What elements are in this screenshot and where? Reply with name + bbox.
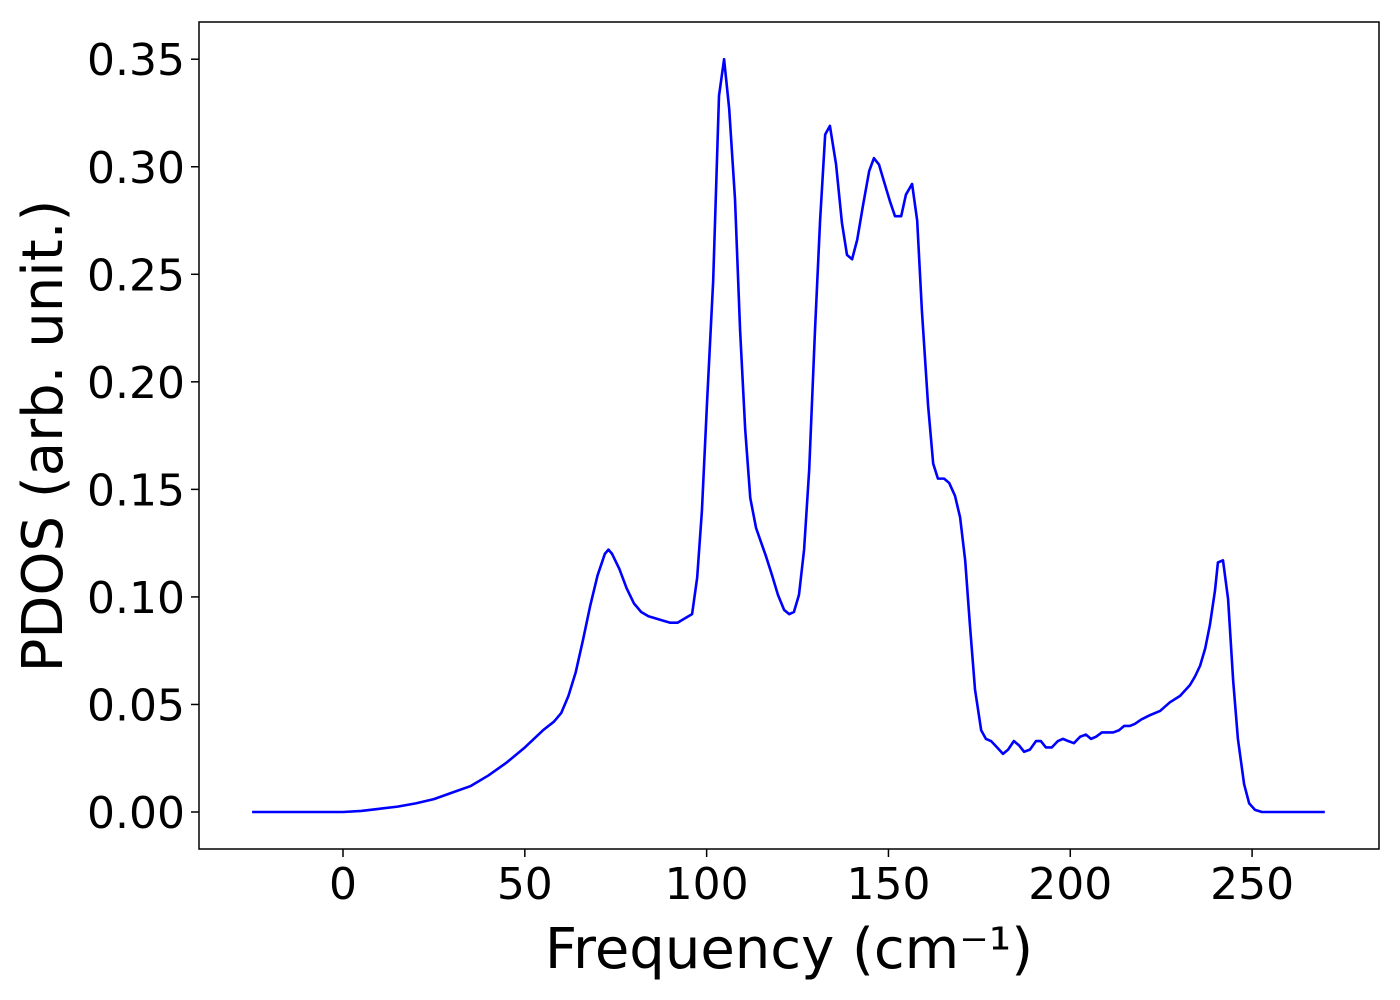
x-axis-label: Frequency (cm⁻¹): [545, 917, 1033, 982]
x-tick-label: 150: [846, 859, 930, 910]
x-tick-label: 0: [329, 859, 357, 910]
plot-frame: [198, 21, 1380, 850]
y-tick-label: 0.10: [87, 573, 185, 624]
y-tick-label: 0.30: [87, 143, 185, 194]
x-tick-label: 200: [1028, 859, 1112, 910]
x-tick-label: 100: [665, 859, 749, 910]
y-tick-label: 0.25: [87, 250, 185, 301]
y-tick-label: 0.20: [87, 358, 185, 409]
line: [252, 57, 1325, 814]
y-tick-label: 0.35: [87, 35, 185, 86]
y-tick-label: 0.15: [87, 465, 185, 516]
y-axis-label: PDOS (arb. unit.): [11, 200, 76, 673]
x-tick-label: 250: [1210, 859, 1294, 910]
y-tick-label: 0.05: [87, 680, 185, 731]
y-tick-label: 0.00: [87, 788, 185, 839]
x-tick-label: 50: [497, 859, 553, 910]
